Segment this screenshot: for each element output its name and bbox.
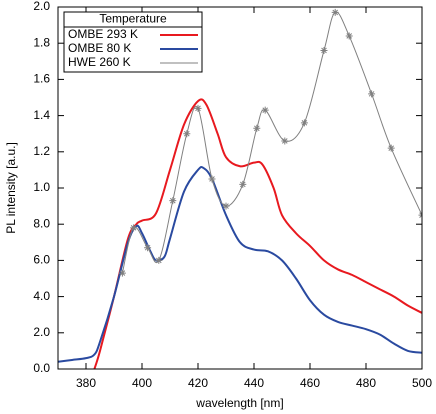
marker: [368, 90, 376, 98]
line: [93, 98, 422, 369]
marker: [300, 119, 308, 127]
x-axis-label: wavelength [nm]: [195, 396, 283, 410]
series: [58, 165, 422, 363]
marker: [155, 256, 163, 264]
y-tick-label: 0.0: [33, 361, 50, 375]
y-tick-label: 1.2: [33, 144, 50, 158]
x-tick-label: 400: [132, 376, 152, 390]
legend-label: HWE 260 K: [68, 55, 131, 69]
y-tick-label: 2.0: [33, 325, 50, 339]
x-tick-label: 500: [412, 376, 432, 390]
legend-label: OMBE 80 K: [68, 41, 131, 55]
line: [121, 11, 422, 274]
series: [118, 8, 422, 277]
y-tick-label: 1.0: [33, 180, 50, 194]
marker: [239, 180, 247, 188]
marker: [118, 269, 126, 277]
marker: [345, 32, 353, 40]
marker: [261, 106, 269, 114]
legend-title: Temperature: [99, 12, 167, 26]
x-tick-label: 440: [244, 376, 264, 390]
marker: [169, 197, 177, 205]
marker: [320, 46, 328, 54]
x-tick-label: 420: [188, 376, 208, 390]
marker: [331, 8, 339, 16]
line: [58, 165, 422, 363]
x-tick-label: 460: [300, 376, 320, 390]
x-tick-label: 480: [356, 376, 376, 390]
marker: [144, 244, 152, 252]
y-tick-label: 1.4: [33, 108, 50, 122]
legend-box: [63, 11, 203, 73]
legend-label: OMBE 293 K: [68, 27, 138, 41]
y-tick-label: 8.0: [33, 216, 50, 230]
marker: [194, 104, 202, 112]
series: [93, 98, 422, 369]
y-tick-label: 4.0: [33, 289, 50, 303]
x-tick-label: 380: [76, 376, 96, 390]
marker: [281, 137, 289, 145]
marker: [387, 144, 395, 152]
marker: [222, 202, 230, 210]
marker: [130, 224, 138, 232]
marker: [183, 130, 191, 138]
y-tick-label: 2.0: [33, 0, 50, 13]
y-tick-label: 1.6: [33, 72, 50, 86]
y-axis-label: PL intensity [a.u.]: [4, 142, 18, 234]
y-tick-label: 1.8: [33, 35, 50, 49]
y-tick-label: 6.0: [33, 253, 50, 267]
marker: [253, 124, 261, 132]
marker: [208, 175, 216, 183]
plot-frame: [57, 6, 423, 370]
